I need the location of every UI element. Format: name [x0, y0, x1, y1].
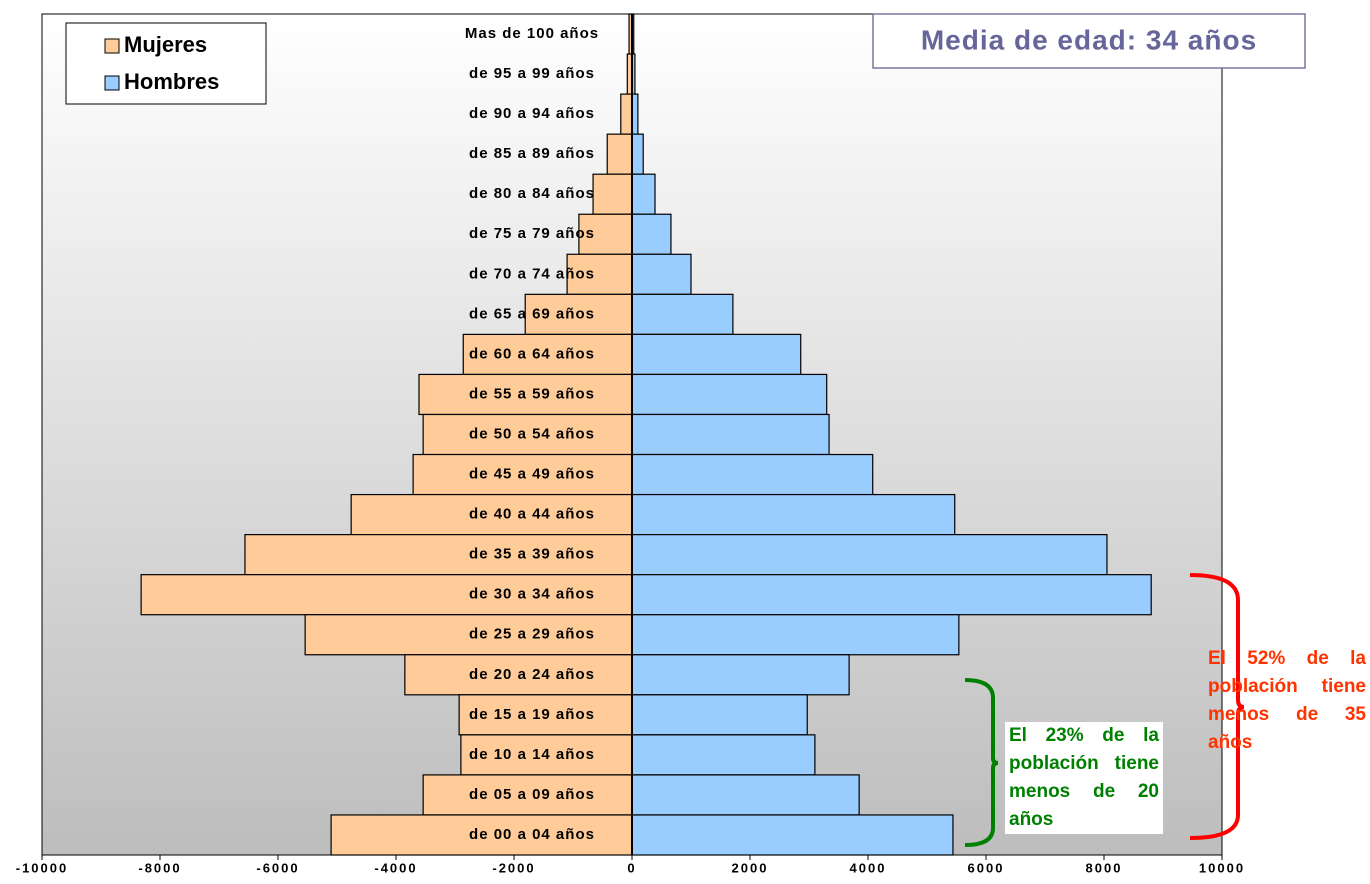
category-label: de 25 a 29 años — [469, 626, 595, 643]
legend-swatch — [104, 38, 120, 54]
category-label: de 60 a 64 años — [469, 345, 595, 362]
bar — [631, 293, 734, 335]
x-tick-label: 4000 — [850, 860, 887, 875]
x-tick-label: 8000 — [1086, 860, 1123, 875]
bar — [631, 814, 954, 856]
legend-label: Hombres — [124, 69, 219, 94]
annotation-23: El 23% de la población tiene menos de 20… — [1005, 722, 1163, 834]
bar — [631, 453, 874, 496]
bar — [631, 493, 956, 536]
category-label: de 20 a 24 años — [469, 666, 595, 683]
bar — [631, 614, 960, 656]
bar — [631, 574, 1152, 616]
bar — [330, 814, 633, 856]
bar — [631, 534, 1108, 576]
bar — [524, 293, 633, 335]
bar — [631, 694, 808, 736]
category-label: de 00 a 04 años — [469, 826, 595, 843]
bracket-52 — [1189, 573, 1245, 840]
category-label: de 65 a 69 años — [469, 305, 595, 322]
x-tick-label: 2000 — [732, 860, 769, 875]
bar — [631, 213, 672, 255]
bar — [631, 333, 802, 376]
category-label: de 70 a 74 años — [469, 265, 595, 282]
category-label: de 55 a 59 años — [469, 385, 595, 402]
category-label: Mas de 100 años — [465, 25, 599, 42]
bar — [631, 774, 860, 816]
category-label: de 15 a 19 años — [469, 706, 595, 723]
bar — [458, 694, 633, 736]
bar — [592, 173, 633, 215]
x-tick-label: -2000 — [492, 860, 535, 875]
bracket-23 — [964, 678, 999, 847]
bar — [631, 133, 644, 175]
bar — [304, 614, 633, 656]
x-tick-label: -6000 — [256, 860, 299, 875]
category-label: de 30 a 34 años — [469, 586, 595, 603]
x-tick-label: 10000 — [1199, 860, 1245, 875]
bar — [140, 574, 633, 616]
category-label: de 10 a 14 años — [469, 746, 595, 763]
x-tick-label: -4000 — [374, 860, 417, 875]
x-tick-label: 6000 — [968, 860, 1005, 875]
x-tick-label: 0 — [627, 860, 636, 875]
bar — [631, 253, 692, 295]
bar — [631, 734, 816, 776]
category-label: de 95 a 99 años — [469, 65, 595, 82]
bar — [566, 253, 633, 295]
bar — [418, 373, 633, 416]
annotation-52: El 52% de la población tiene menos de 35… — [1208, 648, 1366, 753]
category-label: de 35 a 39 años — [469, 546, 595, 563]
x-tick-label: -8000 — [138, 860, 181, 875]
category-label: de 40 a 44 años — [469, 506, 595, 523]
category-label: de 45 a 49 años — [469, 466, 595, 483]
bar — [631, 654, 850, 696]
category-label: de 50 a 54 años — [469, 425, 595, 442]
bar — [404, 654, 633, 696]
mean-box — [872, 13, 1306, 69]
category-label: de 85 a 89 años — [469, 145, 595, 162]
bar — [631, 373, 828, 416]
bar — [620, 93, 633, 135]
category-label: de 75 a 79 años — [469, 225, 595, 242]
bar — [606, 133, 633, 175]
legend-label: Mujeres — [124, 32, 207, 57]
legend-swatch — [104, 75, 120, 91]
category-label: de 80 a 84 años — [469, 185, 595, 202]
bar — [350, 493, 633, 536]
mean-annotation: Media de edad: 34 años — [921, 24, 1257, 55]
category-label: de 05 a 09 años — [469, 786, 595, 803]
bar — [631, 173, 656, 215]
category-label: de 90 a 94 años — [469, 105, 595, 122]
bar — [631, 413, 830, 456]
bar — [462, 333, 633, 376]
x-tick-label: -10000 — [16, 860, 68, 875]
legend — [65, 22, 267, 105]
